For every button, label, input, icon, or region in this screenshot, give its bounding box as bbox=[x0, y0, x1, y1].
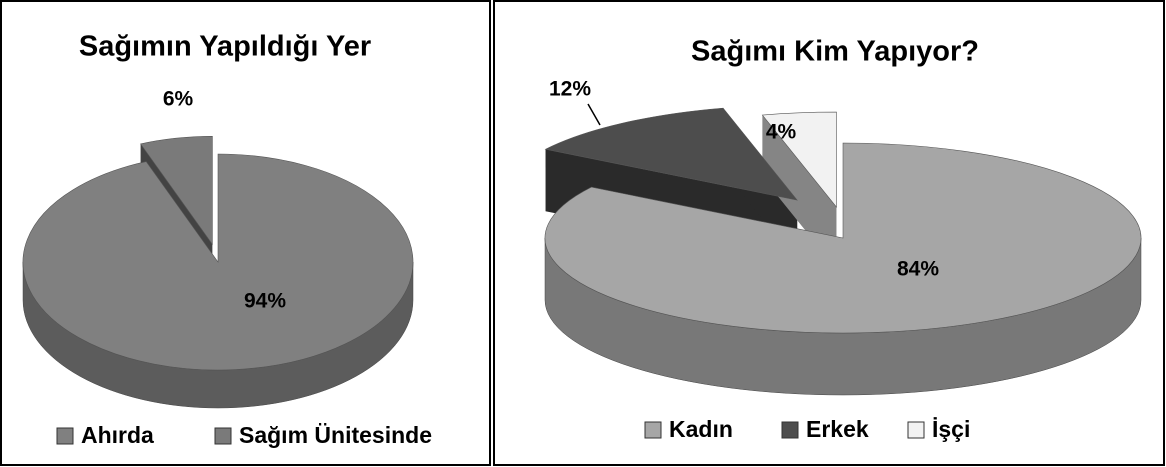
legend-swatch bbox=[644, 421, 662, 439]
data-label: 94% bbox=[244, 290, 286, 313]
chart-title: Sağımın Yapıldığı Yer bbox=[79, 31, 371, 63]
slice bbox=[544, 107, 798, 201]
leader-line bbox=[587, 103, 601, 126]
slice bbox=[22, 153, 414, 371]
chart-title: Sağımı Kim Yapıyor? bbox=[691, 36, 979, 68]
data-label: 6% bbox=[163, 88, 194, 111]
legend-label: Sağım Ünitesinde bbox=[239, 422, 432, 448]
legend-swatch bbox=[56, 427, 74, 445]
legend-swatch bbox=[214, 427, 232, 445]
slice bbox=[761, 111, 837, 208]
legend-label: Ahırda bbox=[81, 422, 154, 448]
legend-swatch bbox=[907, 421, 925, 439]
legend-label: İşçi bbox=[932, 416, 970, 442]
slice bbox=[544, 142, 1142, 334]
slice-face bbox=[762, 115, 837, 270]
slice bbox=[140, 136, 213, 246]
legend-swatch bbox=[781, 421, 799, 439]
data-label: 84% bbox=[897, 258, 939, 281]
data-label: 12% bbox=[549, 78, 591, 101]
legend-label: Kadın bbox=[669, 416, 733, 442]
data-label: 4% bbox=[766, 121, 797, 144]
legend-label: Erkek bbox=[806, 416, 869, 442]
